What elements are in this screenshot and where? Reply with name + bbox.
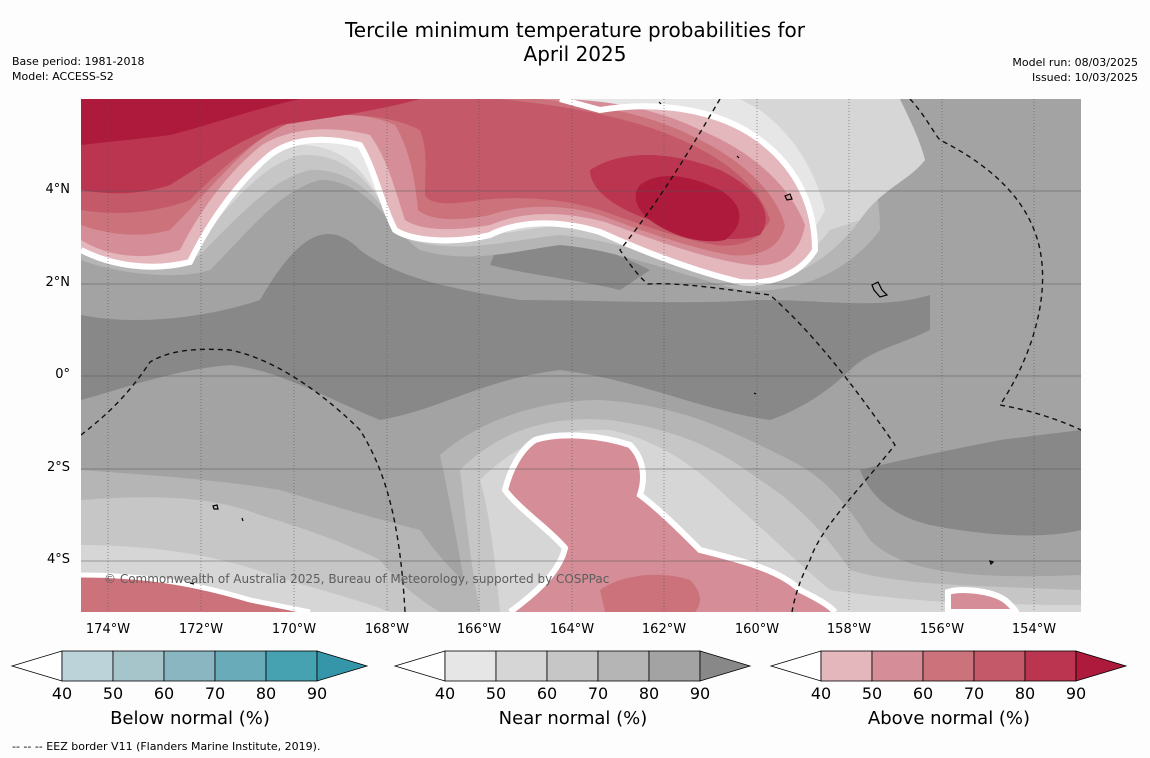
- colorbar-segment: [61, 650, 114, 682]
- colorbar-extend-low: [769, 650, 822, 682]
- colorbar-tick-label: 60: [153, 684, 175, 703]
- colorbar-segment: [597, 650, 650, 682]
- colorbar-segment: [163, 650, 216, 682]
- colorbar-above-normal: [769, 650, 1128, 682]
- colorbar-segment: [1024, 650, 1077, 682]
- colorbar-tick-label: 70: [204, 684, 226, 703]
- colorbar-extend-high: [1075, 650, 1128, 682]
- colorbar-segment: [648, 650, 701, 682]
- near-normal-90-east: [860, 430, 1081, 536]
- colorbar-tick-label: 50: [485, 684, 507, 703]
- lat-label-4s: 4°S: [46, 552, 70, 567]
- colorbar-tick-label: 70: [963, 684, 985, 703]
- colorbar-tick-label: 70: [587, 684, 609, 703]
- colorbar-extend-high: [316, 650, 369, 682]
- colorbar-segment: [112, 650, 165, 682]
- near-normal-90-band: [81, 234, 930, 420]
- title-line-2: April 2025: [523, 42, 627, 66]
- colorbar-segment: [922, 650, 975, 682]
- run-info: Model run: 08/03/2025 Issued: 10/03/2025: [1012, 55, 1138, 85]
- colorbar-segment: [495, 650, 548, 682]
- colorbar-segment: [546, 650, 599, 682]
- colorbars: [10, 650, 1128, 682]
- title-line-1: Tercile minimum temperature probabilitie…: [344, 18, 806, 42]
- colorbar-segment: [444, 650, 497, 682]
- copyright-notice: © Commonwealth of Australia 2025, Bureau…: [104, 572, 610, 586]
- colorbar-near-normal: [393, 650, 752, 682]
- colorbar-segment: [871, 650, 924, 682]
- above-normal-southeast: [945, 587, 1020, 612]
- colorbar-extend-low: [10, 650, 63, 682]
- model-info: Base period: 1981-2018 Model: ACCESS-S2: [12, 54, 144, 84]
- islands: [189, 101, 995, 585]
- colorbar-tick-label: 40: [51, 684, 73, 703]
- near-normal-90-northeast: [490, 237, 650, 290]
- colorbar-tick-label: 50: [861, 684, 883, 703]
- colorbar-label-near: Near normal (%): [498, 708, 648, 729]
- colorbar-tick-label: 80: [1014, 684, 1036, 703]
- above-normal-contour-north: [81, 99, 819, 286]
- colorbar-segment: [265, 650, 318, 682]
- lon-label-162w: 162°W: [641, 622, 687, 637]
- colorbar-segment: [820, 650, 873, 682]
- above-normal-contour-south: [501, 432, 838, 612]
- model-name: Model: ACCESS-S2: [12, 70, 114, 83]
- colorbar-tick-label: 60: [912, 684, 934, 703]
- near-normal-50-ne: [740, 99, 925, 230]
- above-normal-south-60: [600, 574, 700, 612]
- lon-label-164w: 164°W: [549, 622, 595, 637]
- colorbar-segment: [973, 650, 1026, 682]
- lon-label-160w: 160°W: [734, 622, 780, 637]
- lon-label-156w: 156°W: [919, 622, 965, 637]
- lat-label-2n: 2°N: [45, 275, 71, 290]
- colorbar-tick-label: 50: [102, 684, 124, 703]
- colorbar-below-normal: [10, 650, 369, 682]
- colorbar-label-below: Below normal (%): [110, 708, 270, 729]
- lon-label-172w: 172°W: [178, 622, 224, 637]
- colorbar-label-above: Above normal (%): [867, 708, 1031, 729]
- lat-label-4n: 4°N: [45, 182, 71, 197]
- colorbar-tick-label: 80: [255, 684, 277, 703]
- latitude-lines: [81, 190, 1081, 562]
- map-title: Tercile minimum temperature probabilitie…: [275, 18, 875, 66]
- model-run: Model run: 08/03/2025: [1012, 56, 1138, 69]
- lon-label-168w: 168°W: [364, 622, 410, 637]
- lon-label-170w: 170°W: [271, 622, 317, 637]
- colorbar-tick-label: 90: [689, 684, 711, 703]
- lat-label-0: 0°: [55, 367, 70, 382]
- probability-field: [81, 99, 1081, 612]
- colorbar-tick-label: 40: [810, 684, 832, 703]
- above-normal-80-north: [81, 99, 766, 240]
- lon-label-158w: 158°W: [826, 622, 872, 637]
- colorbar-tick-label: 80: [638, 684, 660, 703]
- lat-label-2s: 2°S: [46, 460, 70, 475]
- above-normal-southwest-contour: [81, 572, 311, 612]
- eez-legend-note: -- -- -- EEZ border V11 (Flanders Marine…: [12, 740, 321, 753]
- lon-label-154w: 154°W: [1011, 622, 1057, 637]
- colorbar-extend-low: [393, 650, 446, 682]
- colorbar-tick-label: 60: [536, 684, 558, 703]
- colorbar-segment: [214, 650, 267, 682]
- issued-date: Issued: 10/03/2025: [1031, 71, 1138, 84]
- base-period: Base period: 1981-2018: [12, 55, 145, 68]
- lon-label-174w: 174°W: [85, 622, 131, 637]
- colorbar-tick-label: 90: [306, 684, 328, 703]
- lon-label-166w: 166°W: [456, 622, 502, 637]
- above-normal-90-north: [81, 99, 740, 242]
- colorbar-tick-label: 40: [434, 684, 456, 703]
- colorbar-extend-high: [699, 650, 752, 682]
- colorbar-tick-label: 90: [1065, 684, 1087, 703]
- eez-borders: [81, 99, 1081, 612]
